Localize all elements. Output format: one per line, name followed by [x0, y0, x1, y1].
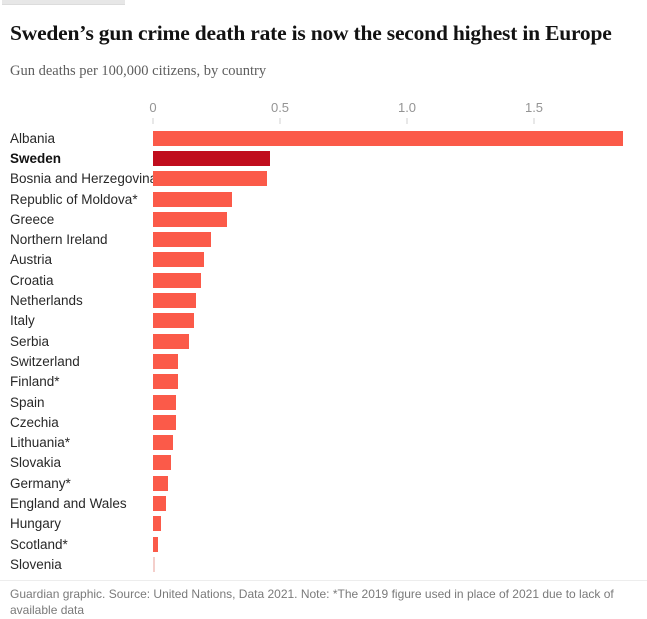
bar-switzerland	[153, 353, 179, 369]
bar-england-and-wales	[153, 495, 166, 511]
chart-row: Croatia	[0, 270, 647, 290]
chart-row: England and Wales	[0, 493, 647, 513]
bar-northern-ireland	[153, 232, 212, 248]
bar-slovenia	[153, 556, 155, 572]
bar-czechia	[153, 414, 176, 430]
chart-row: Italy	[0, 311, 647, 331]
chart-row: Republic of Moldova*	[0, 189, 647, 209]
x-tick-mark	[279, 118, 281, 124]
bar-rows: Albania Sweden Bosnia and Herzegovina Repub…	[0, 128, 647, 575]
bar-albania	[153, 130, 623, 146]
chart-row: Slovenia	[0, 554, 647, 574]
chart-row: Slovakia	[0, 453, 647, 473]
country-label: Slovakia	[10, 455, 62, 471]
country-label: Spain	[10, 394, 45, 410]
x-tick-mark	[406, 118, 408, 124]
bar-sweden	[153, 150, 270, 166]
x-tick-mark	[152, 118, 154, 124]
chart-row: Austria	[0, 250, 647, 270]
country-label: Republic of Moldova*	[10, 191, 138, 207]
chart-row: Greece	[0, 209, 647, 229]
x-tick-label: 0	[149, 100, 157, 115]
country-label: Finland*	[10, 374, 60, 390]
bar-slovakia	[153, 455, 171, 471]
country-label: Croatia	[10, 272, 54, 288]
bar-italy	[153, 313, 194, 329]
country-label: Scotland*	[10, 536, 68, 552]
chart-row: Netherlands	[0, 290, 647, 310]
chart-row: Finland*	[0, 372, 647, 392]
country-label: Netherlands	[10, 293, 83, 309]
chart-row: Czechia	[0, 412, 647, 432]
x-tick-label: 0.5	[270, 100, 290, 115]
country-label: Albania	[10, 130, 56, 146]
country-label: Slovenia	[10, 556, 62, 572]
chart-title: Sweden’s gun crime death rate is now the…	[10, 21, 612, 46]
chart-row: Lithuania*	[0, 432, 647, 452]
x-tick-label: 1.5	[524, 100, 544, 115]
chart-row: Serbia	[0, 331, 647, 351]
bar-germany	[153, 475, 169, 491]
country-label: Hungary	[10, 516, 62, 532]
country-label: Austria	[10, 252, 53, 268]
bar-croatia	[153, 272, 202, 288]
chart-row: Germany*	[0, 473, 647, 493]
country-label: Serbia	[10, 333, 50, 349]
bar-finland	[153, 374, 179, 390]
bar-serbia	[153, 333, 189, 349]
chart-row: Bosnia and Herzegovina	[0, 169, 647, 189]
bar-lithuania	[153, 435, 174, 451]
source-note: Guardian graphic. Source: United Nations…	[0, 580, 647, 618]
chart-row: Northern Ireland	[0, 229, 647, 249]
bar-bosnia-and-herzegovina	[153, 171, 268, 187]
chart-row: Scotland*	[0, 534, 647, 554]
country-label: Czechia	[10, 414, 59, 430]
country-label: England and Wales	[10, 495, 127, 511]
x-tick-mark	[533, 118, 535, 124]
bar-scotland	[153, 536, 159, 552]
chart-subtitle: Gun deaths per 100,000 citizens, by coun…	[10, 63, 267, 79]
chart-row: Hungary	[0, 514, 647, 534]
bar-austria	[153, 252, 204, 268]
chart-row: Spain	[0, 392, 647, 412]
bar-netherlands	[153, 293, 197, 309]
country-label: Germany*	[10, 475, 71, 491]
chart-row: Sweden	[0, 148, 647, 168]
country-label: Italy	[10, 313, 35, 329]
bar-republic-of-moldova	[153, 191, 232, 207]
bar-greece	[153, 211, 227, 227]
country-label: Switzerland	[10, 353, 80, 369]
country-label: Northern Ireland	[10, 232, 108, 248]
top-strip-decoration	[2, 0, 125, 5]
country-label: Greece	[10, 211, 55, 227]
x-tick-label: 1.0	[397, 100, 417, 115]
chart-row: Switzerland	[0, 351, 647, 371]
chart-row: Albania	[0, 128, 647, 148]
bar-hungary	[153, 516, 161, 532]
x-axis: 0 0.5 1.0 1.5	[149, 100, 623, 126]
country-label: Lithuania*	[10, 435, 71, 451]
country-label: Sweden	[10, 150, 62, 166]
bar-spain	[153, 394, 176, 410]
country-label: Bosnia and Herzegovina	[10, 171, 153, 187]
